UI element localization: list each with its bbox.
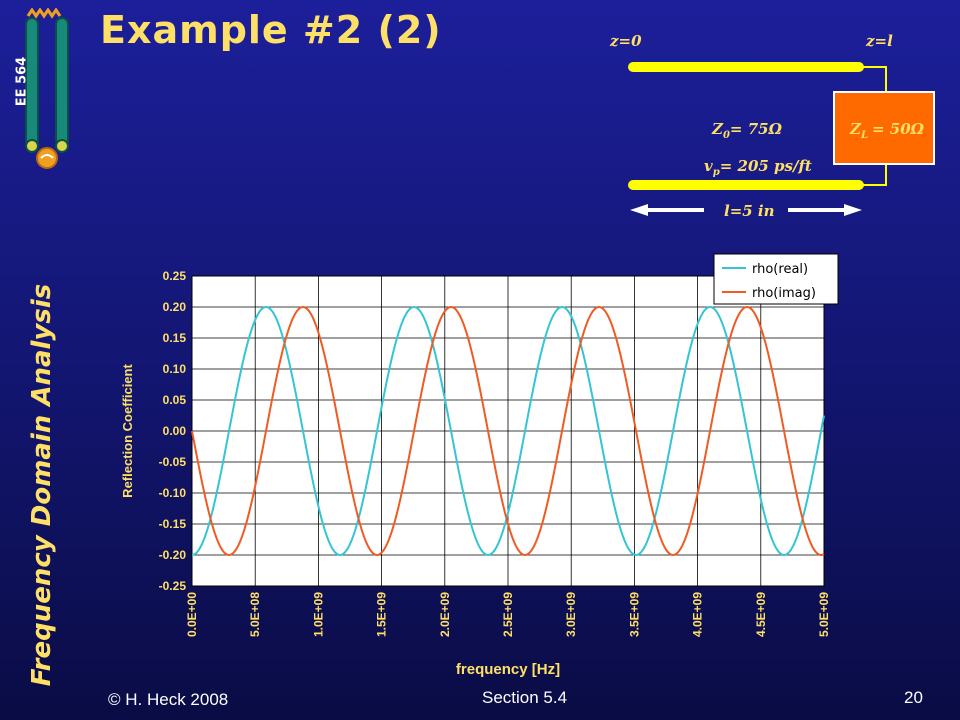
y-tick-label: -0.15	[159, 517, 187, 531]
load-wire-top	[862, 66, 887, 94]
x-tick-label: 4.0E+09	[691, 592, 705, 637]
load-wire-bottom	[862, 162, 887, 186]
y-tick-label: 0.10	[163, 362, 187, 376]
x-tick-label: 3.5E+09	[627, 592, 641, 637]
x-tick-label: 1.5E+09	[375, 592, 389, 637]
length-arrow-left	[630, 204, 704, 216]
x-tick-label: 0.0E+00	[185, 592, 199, 637]
x-tick-label: 5.0E+09	[817, 592, 831, 637]
y-tick-label: -0.20	[159, 548, 187, 562]
ee-logo-icon	[25, 8, 69, 169]
reflection-coefficient-chart: 0.25 0.20 0.15 0.10 0.05 0.00 -0.05 -0.10 -0.15 -…	[120, 253, 839, 678]
x-axis-label: frequency [Hz]	[456, 661, 560, 678]
length-arrow-right	[788, 204, 862, 216]
section-label: Section 5.4	[482, 688, 568, 707]
x-tick-label: 1.0E+09	[311, 592, 325, 637]
slide-title: Example #2 (2)	[100, 8, 442, 52]
course-code: EE 564	[14, 56, 30, 107]
legend: rho(real) rho(imag)	[713, 253, 839, 305]
legend-label-imag: rho(imag)	[752, 286, 816, 301]
y-tick-label: 0.20	[163, 300, 187, 314]
y-tick-label: 0.05	[163, 393, 187, 407]
y-tick-label: -0.05	[159, 455, 187, 469]
load-impedance-label: ZL = 50Ω	[849, 120, 925, 141]
x-tick-label: 3.0E+09	[564, 592, 578, 637]
bottom-conductor	[628, 180, 864, 190]
z0-z: Z	[711, 120, 724, 138]
x-tick-label: 2.5E+09	[501, 592, 515, 637]
series-line-rho-imag	[191, 305, 825, 557]
y-tick-label: -0.25	[159, 579, 187, 593]
transmission-line-diagram: z=0 z=l ZL = 50Ω Z0= 75Ω vp= 205 ps/ft l=…	[609, 32, 935, 220]
vp-sub: p	[713, 167, 720, 178]
velocity-label: vp= 205 ps/ft	[704, 157, 812, 178]
y-tick-labels: 0.25 0.20 0.15 0.10 0.05 0.00 -0.05 -0.10 -0.15 -…	[159, 269, 187, 593]
y-tick-label: 0.15	[163, 331, 187, 345]
top-conductor	[628, 62, 864, 72]
series-lines	[191, 305, 825, 557]
y-tick-label: -0.10	[159, 486, 187, 500]
copyright: © H. Heck 2008	[108, 690, 229, 709]
load-box	[833, 91, 935, 165]
y-axis-label: Reflection Coefficient	[120, 364, 135, 498]
x-tick-labels: 0.0E+00 5.0E+08 1.0E+09 1.5E+09 2.0E+09 2.5E+…	[185, 592, 831, 637]
series-line-rho-real	[191, 305, 825, 557]
zl-label: z=l	[865, 32, 893, 50]
z0-sub: 0	[723, 130, 730, 141]
legend-label-real: rho(real)	[752, 262, 808, 277]
z0-label: z=0	[609, 32, 642, 50]
vp-v: v	[704, 157, 713, 175]
grid-lines	[191, 275, 825, 587]
line-impedance-label: Z0= 75Ω	[711, 120, 783, 141]
load-sub: L	[860, 130, 868, 141]
y-tick-label: 0.00	[163, 424, 187, 438]
z0-value: = 75Ω	[730, 120, 783, 138]
vp-value: = 205 ps/ft	[720, 157, 812, 175]
x-tick-label: 4.5E+09	[754, 592, 768, 637]
y-tick-label: 0.25	[163, 269, 187, 283]
sidebar-title: Frequency Domain Analysis	[27, 283, 57, 687]
length-label: l=5 in	[724, 202, 775, 220]
page-number: 20	[904, 688, 923, 707]
x-tick-label: 2.0E+09	[438, 592, 452, 637]
x-tick-label: 5.0E+08	[248, 592, 262, 637]
legend-box	[713, 253, 839, 305]
load-z: Z	[849, 120, 862, 138]
load-value: = 50Ω	[872, 120, 925, 138]
